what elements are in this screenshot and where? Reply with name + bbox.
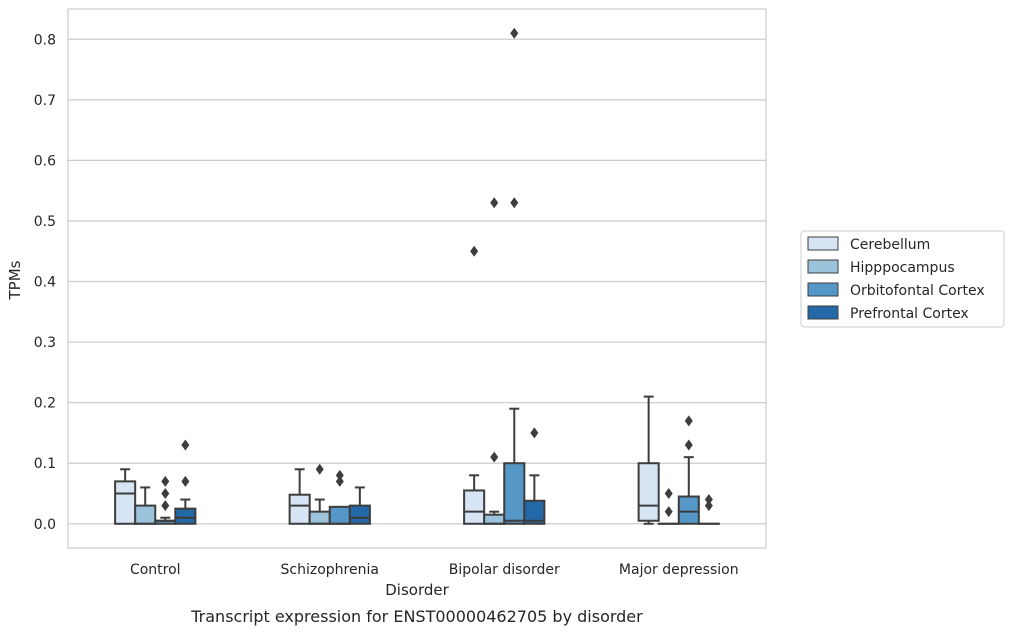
box-1-2: [483, 197, 506, 525]
flier-point: [490, 197, 499, 209]
flier-point: [704, 494, 713, 506]
flier-point: [510, 197, 519, 209]
flier-point: [684, 415, 693, 427]
flier-point: [704, 500, 713, 512]
box-layer: [114, 27, 720, 525]
box-body: [134, 504, 157, 525]
flier-point: [664, 506, 673, 518]
x-tick-label: Bipolar disorder: [449, 562, 560, 578]
flier-point: [510, 27, 519, 39]
flier-point: [315, 463, 324, 475]
legend-label: Hipppocampus: [850, 260, 955, 276]
flier-point: [530, 427, 539, 439]
box-3-0: [174, 439, 197, 525]
box-2-3: [677, 415, 700, 525]
box-body: [288, 493, 311, 525]
box-0-1: [288, 468, 311, 525]
flier-point: [335, 469, 344, 481]
box-3-1: [348, 486, 371, 525]
chart-caption: Transcript expression for ENST0000046270…: [190, 607, 643, 626]
box-body: [114, 480, 137, 525]
y-tick-label: 0.6: [34, 153, 56, 169]
box-2-0: [154, 475, 177, 525]
flier-point: [161, 475, 170, 487]
box-body: [174, 507, 197, 525]
flier-point: [161, 487, 170, 499]
box-0-0: [114, 468, 137, 525]
box-3-3: [697, 494, 720, 525]
legend-label: Prefrontal Cortex: [850, 306, 969, 322]
flier-point: [181, 475, 190, 487]
y-tick-label: 0.5: [34, 214, 56, 230]
box-body: [308, 510, 331, 525]
flier-point: [161, 500, 170, 512]
legend-swatch: [807, 282, 839, 297]
legend: Cerebellum Hipppocampus Orbitofontal Corte…: [800, 230, 1005, 328]
plot-area-frame: [67, 8, 767, 549]
legend-swatch: [807, 305, 839, 320]
x-tick-label: Control: [130, 562, 181, 578]
legend-frame: [800, 230, 1005, 328]
flier-point: [335, 475, 344, 487]
flier-point: [181, 439, 190, 451]
box-1-1: [308, 463, 331, 525]
y-axis-label: TPMs: [6, 260, 24, 300]
box-2-2: [503, 27, 526, 525]
box-1-3: [657, 487, 680, 525]
box-2-1: [328, 469, 351, 525]
y-tick-label: 0.7: [34, 93, 56, 109]
gridlines: [68, 38, 766, 525]
box-body: [348, 504, 371, 525]
box-body: [637, 462, 660, 522]
flier-point: [684, 439, 693, 451]
y-tick-labels: 0.0 0.1 0.2 0.3 0.4 0.5 0.6 0.7 0.8: [34, 32, 56, 532]
legend-label: Cerebellum: [850, 237, 930, 253]
box-3-2: [523, 427, 546, 525]
x-axis-label: Disorder: [385, 581, 449, 599]
box-0-3: [637, 395, 660, 525]
box-body: [523, 499, 546, 525]
x-tick-label: Major depression: [619, 562, 739, 578]
flier-point: [470, 245, 479, 257]
y-tick-label: 0.1: [34, 456, 56, 472]
box-body: [483, 513, 506, 525]
box-body: [463, 489, 486, 525]
box-0-2: [463, 245, 486, 525]
flier-point: [664, 487, 673, 499]
y-tick-label: 0.0: [34, 517, 56, 533]
y-tick-label: 0.8: [34, 32, 56, 48]
box-1-0: [134, 486, 157, 525]
box-body: [328, 505, 351, 525]
x-tick-label: Schizophrenia: [281, 562, 379, 578]
legend-label: Orbitofontal Cortex: [850, 283, 985, 299]
legend-swatch: [807, 259, 839, 274]
flier-point: [490, 451, 499, 463]
box-body: [503, 462, 526, 525]
x-tick-labels: Control Schizophrenia Bipolar disorder Majo…: [130, 562, 739, 578]
legend-swatch: [807, 236, 839, 251]
y-tick-label: 0.3: [34, 335, 56, 351]
box-body: [677, 495, 700, 525]
y-tick-label: 0.4: [34, 275, 56, 291]
y-tick-label: 0.2: [34, 396, 56, 412]
